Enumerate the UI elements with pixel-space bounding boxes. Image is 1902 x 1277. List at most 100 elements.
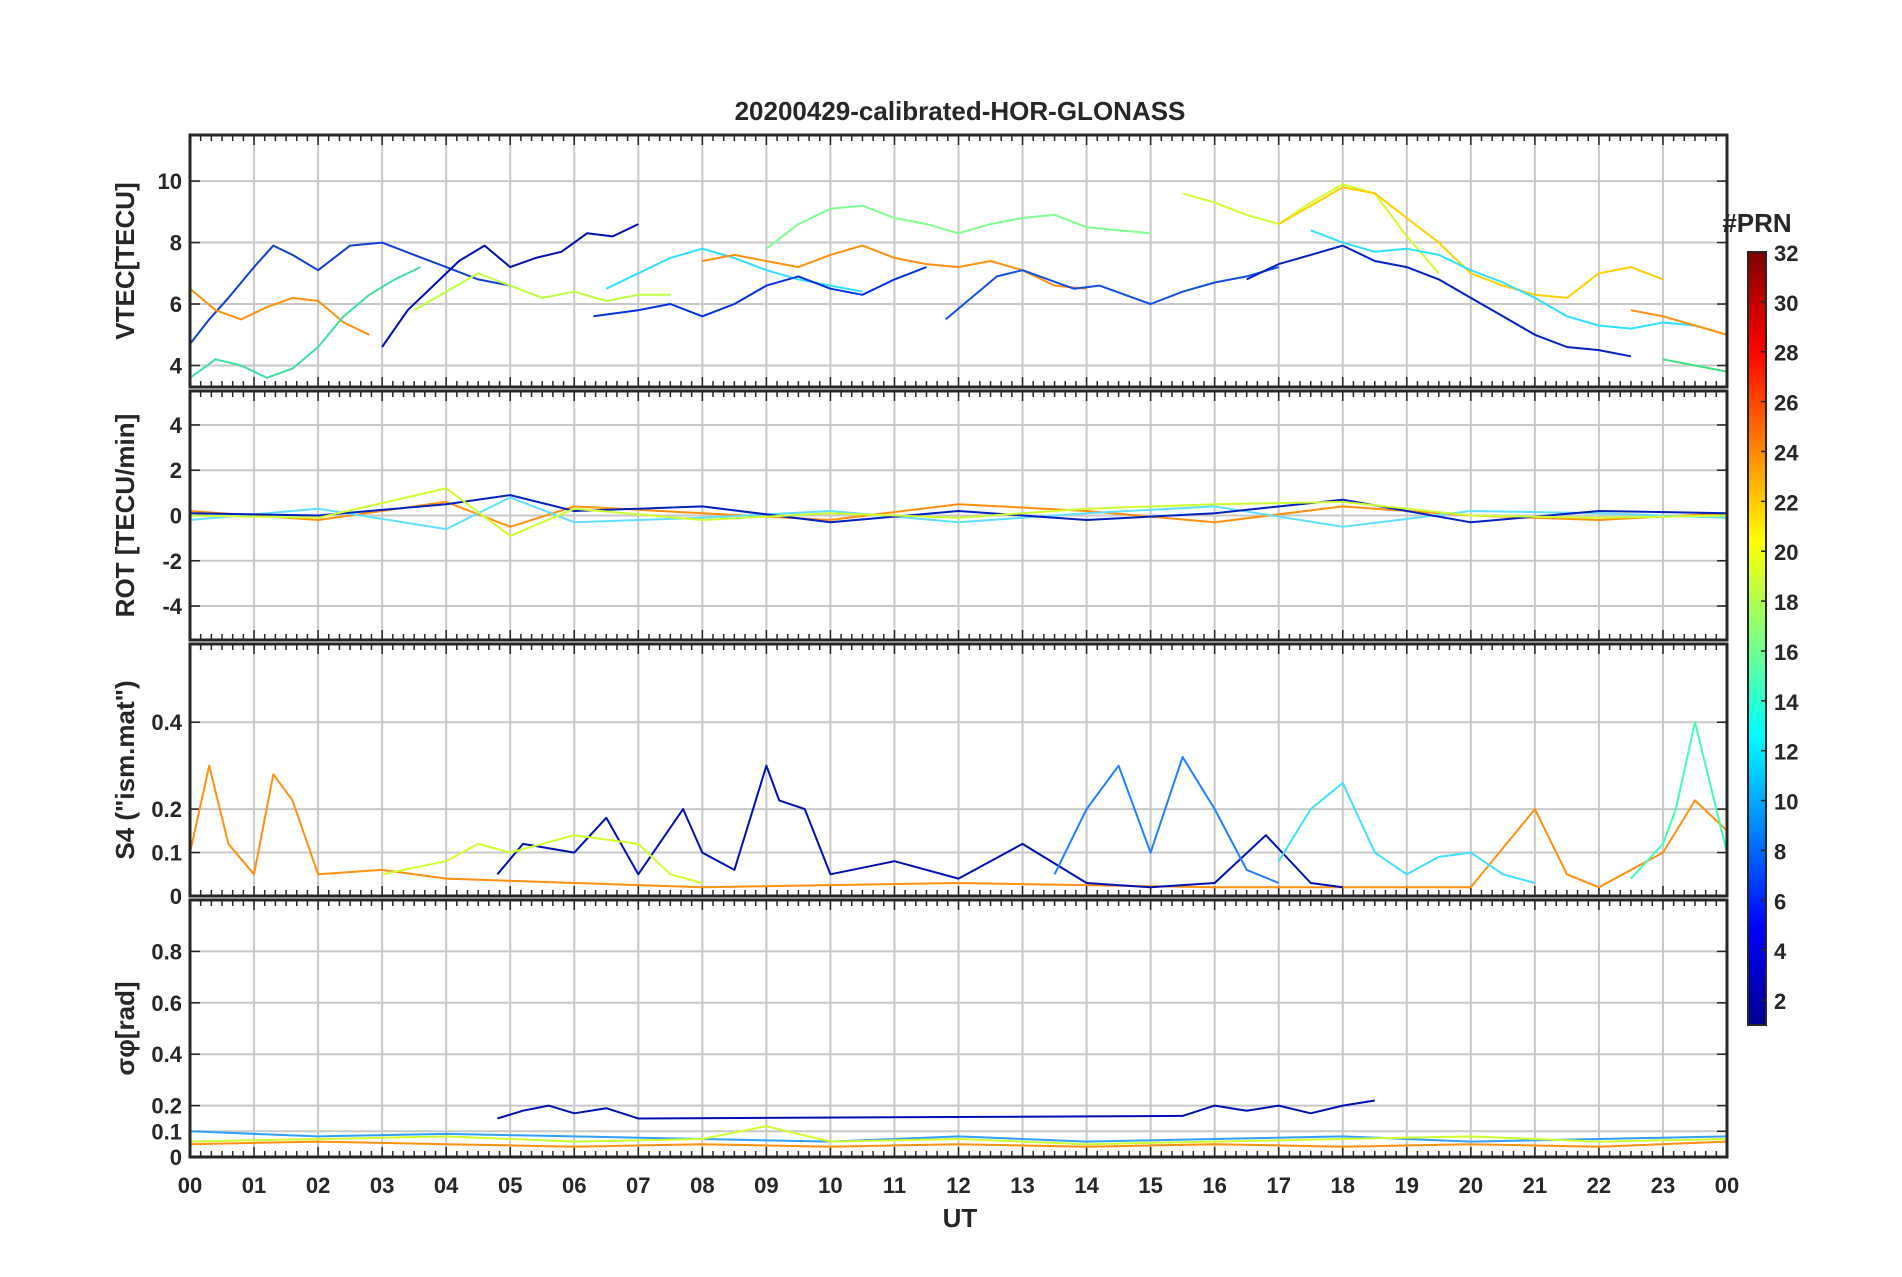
y-tick-label: -4 <box>162 594 182 619</box>
colorbar-tick-label: 22 <box>1774 490 1798 515</box>
y-tick-label: 0.4 <box>151 1042 182 1067</box>
series-line-vtec-10 <box>1182 183 1440 274</box>
colorbar-tick-label: 32 <box>1774 241 1798 266</box>
y-tick-label: 4 <box>170 353 183 378</box>
series-line-sigma_phi-0 <box>190 1130 1727 1143</box>
colorbar-tick-label: 10 <box>1774 790 1798 815</box>
series-line-s4-5 <box>381 834 703 884</box>
series-line-vtec-7 <box>593 266 927 318</box>
x-tick-label: 19 <box>1395 1173 1419 1198</box>
y-tick-label: 8 <box>170 231 182 256</box>
series-line-vtec-13 <box>1310 229 1696 330</box>
x-tick-label: 08 <box>690 1173 714 1198</box>
x-tick-label: 01 <box>242 1173 266 1198</box>
colorbar-tick-label: 6 <box>1774 889 1786 914</box>
colorbar-tick-label: 28 <box>1774 341 1798 366</box>
x-tick-label: 10 <box>818 1173 842 1198</box>
colorbar-tick-label: 16 <box>1774 640 1798 665</box>
x-tick-label: 14 <box>1074 1173 1099 1198</box>
series-line-vtec-0 <box>190 241 511 345</box>
series-line-s4-2 <box>1053 756 1280 884</box>
series-group <box>190 1099 1727 1148</box>
panel-frame <box>188 133 1729 389</box>
series-line-s4-0 <box>190 764 1727 889</box>
x-tick-label: 04 <box>434 1173 459 1198</box>
series-group <box>190 183 1727 379</box>
panel-vtec: 4 6 8 10 VTEC[TECU] <box>110 133 1729 389</box>
colorbar-label: #PRN <box>1722 208 1791 238</box>
panel-rot: -4 -2 0 2 4 ROT [TECU/min] <box>110 389 1729 642</box>
x-tick-label: 09 <box>754 1173 778 1198</box>
series-line-sigma_phi-2 <box>190 1140 1727 1148</box>
y-tick-label: 4 <box>170 413 183 438</box>
series-line-s4-1 <box>496 764 1343 889</box>
series-line-s4-4 <box>1630 721 1727 880</box>
series-line-vtec-12 <box>1246 244 1632 358</box>
series-line-vtec-3 <box>190 266 421 379</box>
series-line-vtec-1 <box>381 223 639 348</box>
colorbar-tick-label: 26 <box>1774 391 1798 416</box>
x-tick-label: 15 <box>1138 1173 1162 1198</box>
y-tick-label: 0 <box>170 1145 182 1170</box>
x-tick-label: 20 <box>1459 1173 1483 1198</box>
x-tick-label: 02 <box>306 1173 330 1198</box>
y-axis-label-sigma_phi: σφ[rad] <box>110 981 140 1075</box>
colorbar-tick-label: 12 <box>1774 740 1798 765</box>
colorbar-tick-label: 8 <box>1774 839 1786 864</box>
panel-s4: 0 0.1 0.2 0.4 S4 ("ism.mat") <box>110 642 1729 909</box>
x-tick-label: 07 <box>626 1173 650 1198</box>
y-tick-label: 0.8 <box>151 939 182 964</box>
panel-frame <box>188 642 1729 898</box>
series-line-rot-3 <box>190 487 1727 537</box>
colorbar-tick-label: 18 <box>1774 590 1798 615</box>
colorbar-bar <box>1747 251 1767 1026</box>
y-tick-label: -2 <box>162 549 182 574</box>
series-line-rot-2 <box>190 494 1727 524</box>
x-tick-label: 17 <box>1266 1173 1290 1198</box>
y-tick-label: 6 <box>170 292 182 317</box>
series-line-sigma_phi-1 <box>497 1099 1375 1120</box>
y-tick-label: 10 <box>158 169 182 194</box>
series-line-s4-3 <box>1277 782 1536 884</box>
y-tick-label: 0.6 <box>151 991 182 1016</box>
x-tick-label: 18 <box>1331 1173 1355 1198</box>
y-axis-label-s4: S4 ("ism.mat") <box>110 680 140 859</box>
series-line-vtec-11 <box>1278 186 1664 299</box>
x-tick-label: 23 <box>1651 1173 1675 1198</box>
x-axis-label: UT <box>943 1203 978 1233</box>
colorbar-tick-label: 4 <box>1774 939 1787 964</box>
series-group <box>190 487 1727 537</box>
panel-frame <box>188 389 1729 642</box>
colorbar-tick-label: 14 <box>1774 690 1799 715</box>
series-line-vtec-2 <box>190 287 370 336</box>
y-tick-label: 0.2 <box>151 1094 182 1119</box>
series-line-vtec-8 <box>765 204 1151 250</box>
y-axis-label-rot: ROT [TECU/min] <box>110 414 140 618</box>
x-tick-label: 11 <box>883 1173 906 1198</box>
series-line-vtec-9 <box>945 266 1279 321</box>
y-tick-label: 0.1 <box>151 1119 182 1144</box>
panel-sigma_phi: 00.10.2 0.4 0.6 0.8 σφ[rad] <box>110 898 1729 1170</box>
y-tick-label: 0 <box>170 884 182 909</box>
y-tick-label: 0.4 <box>151 710 182 735</box>
x-tick-label: 13 <box>1010 1173 1034 1198</box>
y-tick-label: 0 <box>170 504 182 529</box>
y-axis-label-vtec: VTEC[TECU] <box>110 182 140 339</box>
chart-title: 20200429-calibrated-HOR-GLONASS <box>735 96 1186 126</box>
x-tick-label: 06 <box>562 1173 586 1198</box>
panel-frame <box>188 898 1729 1159</box>
series-line-sigma_phi-3 <box>190 1125 1727 1146</box>
y-tick-label: 2 <box>170 458 182 483</box>
series-line-vtec-14 <box>1630 309 1727 336</box>
series-line-vtec-15 <box>1662 358 1727 373</box>
colorbar-tick-label: 24 <box>1774 440 1799 465</box>
colorbar-tick-label: 30 <box>1774 291 1798 316</box>
y-tick-label: 0.2 <box>151 797 182 822</box>
x-tick-label: 16 <box>1202 1173 1226 1198</box>
series-line-vtec-4 <box>413 272 671 312</box>
x-tick-label: 05 <box>498 1173 522 1198</box>
